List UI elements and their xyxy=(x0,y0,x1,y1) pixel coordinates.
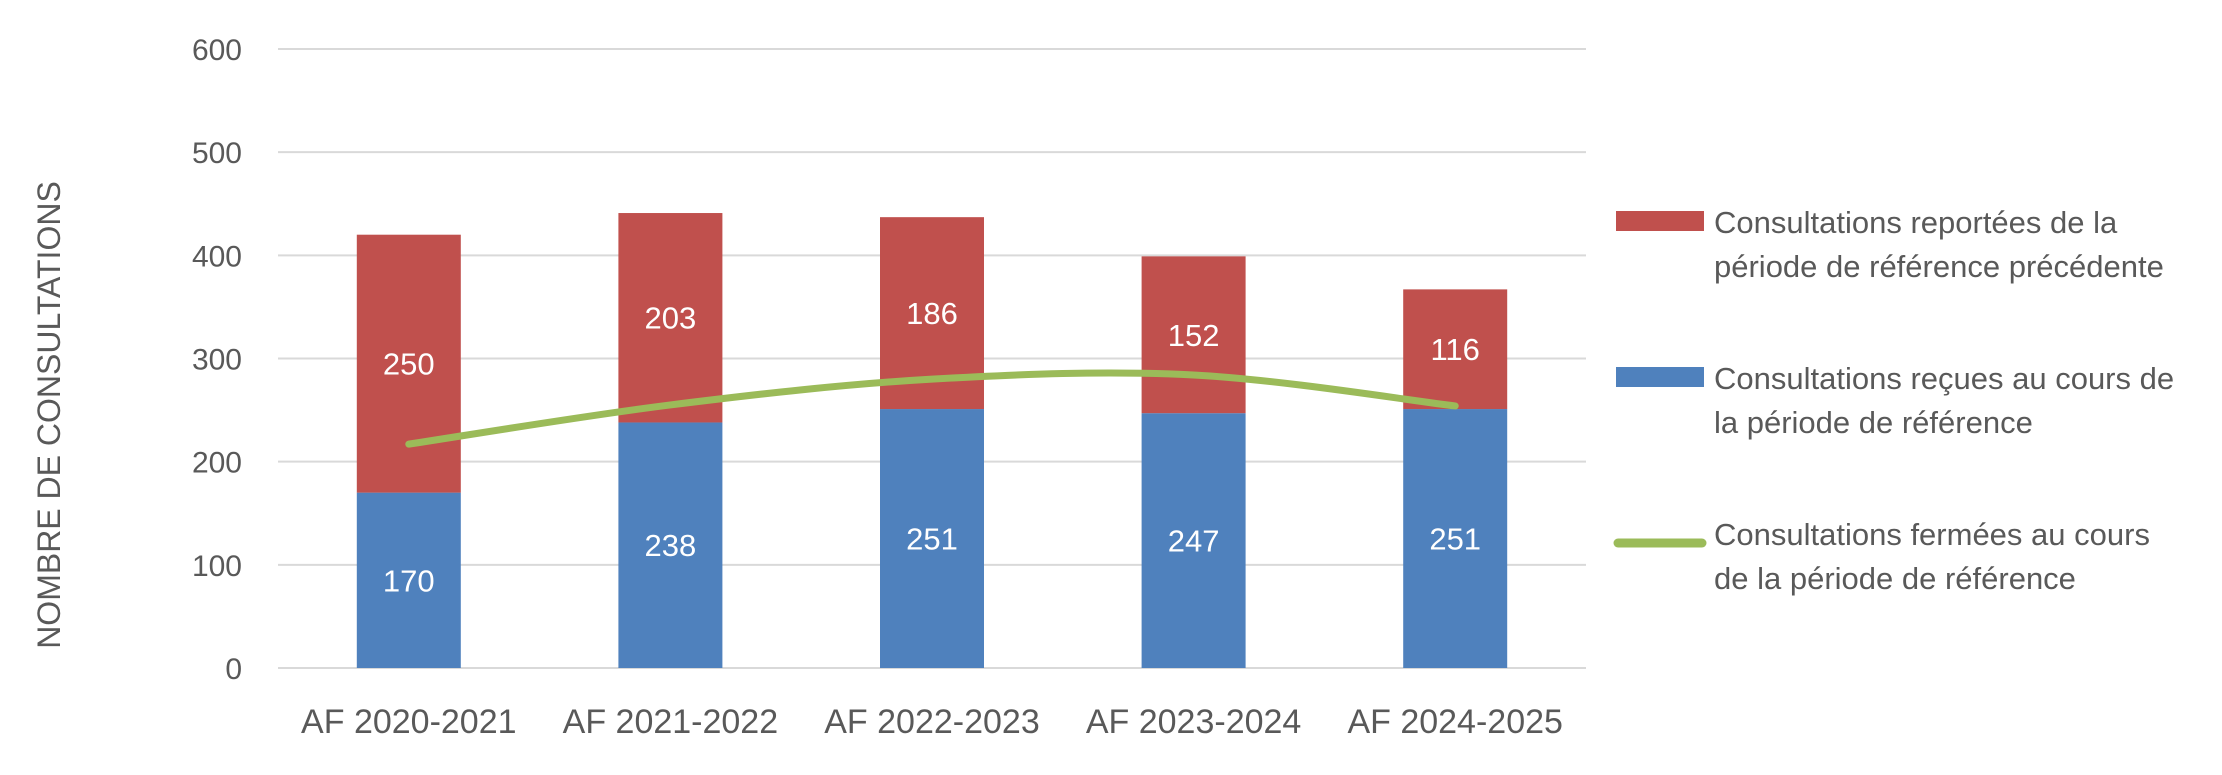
bar-value-label: 152 xyxy=(1168,318,1220,353)
bar-value-label: 247 xyxy=(1168,524,1220,559)
legend-label: période de référence précédente xyxy=(1714,249,2164,284)
y-tick-label: 500 xyxy=(192,137,242,170)
x-category-label: AF 2020-2021 xyxy=(301,703,517,741)
x-axis-categories: AF 2020-2021 AF 2021-2022 AF 2022-2023 AF 2… xyxy=(301,703,1563,741)
legend-label: Consultations reportées de la xyxy=(1714,205,2118,240)
legend-swatch xyxy=(1616,367,1704,387)
bar-segment xyxy=(356,492,461,668)
x-category-label: AF 2024-2025 xyxy=(1347,703,1563,741)
y-axis-ticks: 0 100 200 300 400 500 600 xyxy=(192,34,242,686)
bar-segment xyxy=(356,234,461,493)
y-tick-label: 300 xyxy=(192,344,242,377)
legend-swatch xyxy=(1616,211,1704,231)
bar-value-label: 250 xyxy=(383,347,435,382)
y-tick-label: 200 xyxy=(192,447,242,480)
bar-value-label: 251 xyxy=(906,522,958,557)
y-tick-label: 0 xyxy=(225,653,242,686)
legend-label: Consultations reçues au cours de xyxy=(1714,361,2174,396)
bar-segment xyxy=(618,422,723,668)
bars xyxy=(356,213,1508,668)
legend-label: Consultations fermées au cours xyxy=(1714,517,2150,552)
y-axis-label: NOMBRE DE CONSULTATIONS xyxy=(31,181,67,649)
bar-data-labels: 170 250 238 203 251 186 247 152 251 116 xyxy=(383,296,1481,598)
y-tick-label: 400 xyxy=(192,240,242,273)
bar-value-label: 170 xyxy=(383,563,435,598)
legend-label: la période de référence xyxy=(1714,405,2033,440)
bar-segment xyxy=(1141,413,1246,668)
bar-segment xyxy=(880,409,984,668)
x-category-label: AF 2021-2022 xyxy=(563,703,779,741)
x-category-label: AF 2022-2023 xyxy=(824,703,1040,741)
legend: Consultations reportées de la période de … xyxy=(1613,205,2174,596)
x-category-label: AF 2023-2024 xyxy=(1086,703,1302,741)
legend-label: de la période de référence xyxy=(1714,561,2076,596)
bar-value-label: 238 xyxy=(645,528,697,563)
bar-segment xyxy=(1141,256,1246,414)
bar-value-label: 116 xyxy=(1430,332,1479,367)
bar-segment xyxy=(618,213,723,423)
bar-value-label: 251 xyxy=(1429,522,1481,557)
line-series-path xyxy=(405,369,1459,448)
bar-segment xyxy=(1403,409,1508,668)
bar-segment xyxy=(1403,289,1508,410)
y-tick-label: 600 xyxy=(192,34,242,67)
y-tick-label: 100 xyxy=(192,550,242,583)
closed-consultations-line xyxy=(405,369,1459,448)
bar-value-label: 186 xyxy=(906,296,958,331)
bar-value-label: 203 xyxy=(645,301,697,336)
